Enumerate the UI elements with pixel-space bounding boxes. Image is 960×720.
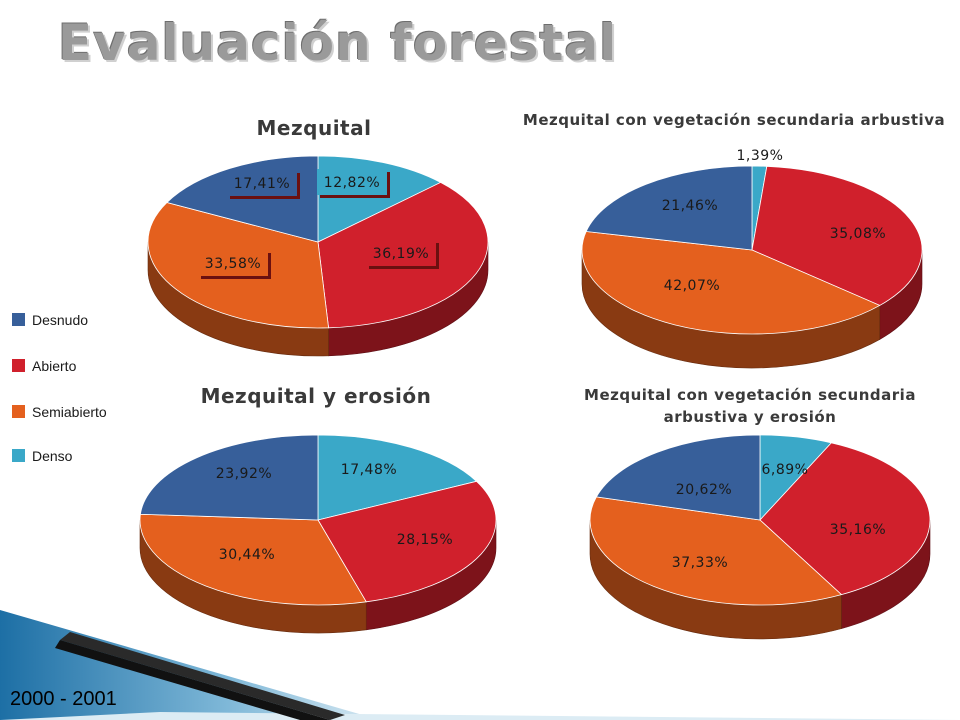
data-label-semiabierto: 33,58% xyxy=(205,256,261,272)
legend-item-abierto: Abierto xyxy=(12,356,152,376)
data-label-semiabierto: 42,07% xyxy=(664,278,720,294)
data-label-box xyxy=(227,170,297,196)
data-label-box xyxy=(366,240,436,266)
data-label-abierto: 35,16% xyxy=(830,522,886,538)
legend-label: Semiabierto xyxy=(32,404,107,420)
data-label-desnudo: 23,92% xyxy=(216,466,272,482)
pie-chart-4: 6,89% 35,16% 37,33% 20,62% Mezquital con veg… xyxy=(584,386,931,640)
data-label-denso: 12,82% xyxy=(324,175,380,191)
legend-swatch xyxy=(12,359,25,372)
pie-slice-semiabierto xyxy=(581,231,881,335)
chart-title: Mezquital xyxy=(257,116,372,140)
chart-title: Mezquital con vegetación secundaria arbu… xyxy=(523,111,945,129)
data-label-desnudo: 20,62% xyxy=(676,482,732,498)
data-label-semiabierto: 37,33% xyxy=(672,555,728,571)
legend-swatch xyxy=(12,313,25,326)
pie-slice-abierto xyxy=(751,165,923,306)
pie-slice-desnudo xyxy=(139,434,319,521)
pie-slice-semiabierto xyxy=(589,496,843,606)
legend-item-semiabierto: Semiabierto xyxy=(12,402,152,422)
chart-title: Mezquital con vegetación secundaria xyxy=(584,386,916,404)
legend-swatch xyxy=(12,449,25,462)
data-label-desnudo: 17,41% xyxy=(234,176,290,192)
data-label-semiabierto: 30,44% xyxy=(219,547,275,563)
pie-chart-2: 1,39% 35,08% 42,07% 21,46% Mezquital con veg… xyxy=(523,111,945,369)
legend-item-denso: Denso xyxy=(12,446,152,466)
pie-slice-abierto xyxy=(317,480,497,603)
data-label-abierto: 36,19% xyxy=(373,246,429,262)
data-label-desnudo: 21,46% xyxy=(662,198,718,214)
pie-slice-desnudo xyxy=(585,165,753,251)
data-label-denso: 6,89% xyxy=(762,462,809,478)
corner-decoration xyxy=(0,610,960,720)
pie-slice-abierto xyxy=(759,442,931,596)
chart-title-line-2: arbustiva y erosión xyxy=(664,408,837,426)
data-label-denso: 17,48% xyxy=(341,462,397,478)
legend-label: Desnudo xyxy=(32,312,89,328)
slide-title: Evaluación forestal xyxy=(58,14,618,72)
legend-label: Abierto xyxy=(32,358,77,374)
data-label-denso: 1,39% xyxy=(737,148,784,164)
legend-swatch xyxy=(12,405,25,418)
pie-slice-semiabierto xyxy=(139,513,367,606)
pie-slice-denso xyxy=(317,434,478,521)
pie-slice-desnudo xyxy=(595,434,761,521)
data-label-abierto: 35,08% xyxy=(830,226,886,242)
legend-item-desnudo: Desnudo xyxy=(12,310,152,330)
data-label-box xyxy=(317,169,387,195)
footer-date: 2000 - 2001 xyxy=(10,688,117,710)
pie-chart-1: 12,82% 36,19% 33,58% 17,41% Mezquital xyxy=(147,116,489,357)
chart-title: Mezquital y erosión xyxy=(201,384,432,408)
data-label-abierto: 28,15% xyxy=(397,532,453,548)
data-label-box xyxy=(198,250,268,276)
pie-chart-3: 17,48% 28,15% 30,44% 23,92% Mezquital y eros… xyxy=(139,384,497,634)
legend-label: Denso xyxy=(32,448,73,464)
